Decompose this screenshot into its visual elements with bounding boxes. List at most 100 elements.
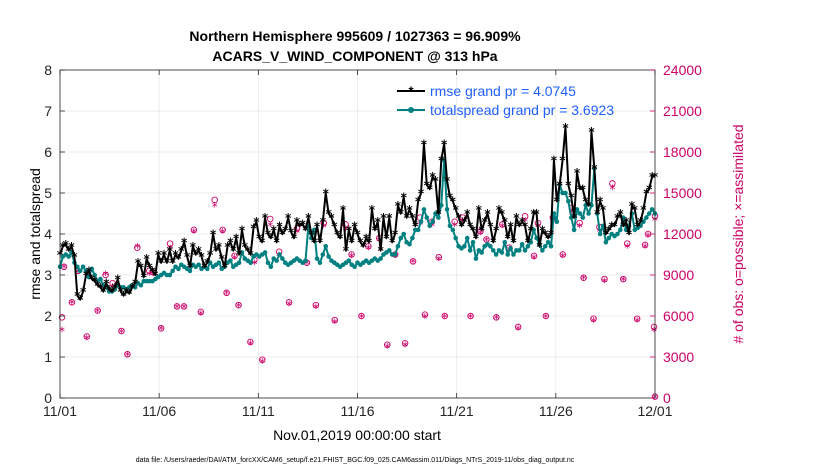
point-rmse: *: [279, 228, 286, 242]
y-left-tick-label: 7: [44, 103, 52, 119]
point-rmse: *: [349, 236, 356, 250]
chart-title-line1: Northern Hemisphere 995609 / 1027363 = 9…: [189, 28, 521, 44]
y-right-tick-label: 9000: [663, 267, 694, 283]
point-rmse: *: [545, 232, 552, 246]
point-rmse: *: [164, 256, 171, 270]
point-rmse: *: [172, 248, 179, 262]
y-left-tick-label: 1: [44, 349, 52, 365]
point-rmse: *: [297, 219, 304, 233]
x-tick-label: 11/16: [341, 403, 375, 419]
obs-assimilated-point: *: [69, 297, 75, 311]
y-right-tick-label: 3000: [663, 349, 694, 365]
obs-possible-point: [348, 251, 355, 258]
obs-assimilated-point: *: [134, 241, 140, 255]
point-rmse: *: [542, 228, 549, 242]
point-rmse: *: [464, 207, 471, 221]
point-totalspread: [615, 231, 620, 237]
chart-title-line2: ACARS_V_WIND_COMPONENT @ 313 hPa: [212, 48, 497, 64]
point-rmse: *: [89, 273, 96, 287]
point-rmse: *: [250, 221, 257, 235]
point-totalspread: [525, 244, 531, 249]
point-totalspread: [548, 244, 554, 249]
point-totalspread: [568, 215, 574, 220]
point-rmse: *: [513, 211, 520, 225]
y-right-tick-label: 18000: [663, 144, 702, 160]
point-rmse: *: [369, 203, 376, 217]
point-rmse: *: [291, 232, 298, 246]
point-rmse: *: [77, 293, 84, 307]
point-rmse: *: [435, 207, 442, 221]
point-rmse: *: [144, 252, 151, 266]
point-rmse: *: [323, 187, 330, 201]
obs-possible-point: [435, 253, 443, 261]
obs-assimilated-point: *: [560, 251, 566, 265]
obs-assimilated-point: *: [313, 301, 319, 315]
point-rmse: *: [470, 223, 477, 237]
y-right-tick-label: 0: [663, 390, 671, 406]
point-totalspread: [589, 203, 594, 208]
point-rmse: *: [106, 283, 113, 297]
point-totalspread: [542, 244, 548, 249]
x-axis-label: Nov.01,2019 00:00:00 start: [273, 427, 441, 443]
point-totalspread: [499, 250, 505, 255]
obs-assimilated-point: *: [531, 252, 537, 266]
point-rmse: *: [392, 228, 399, 242]
point-totalspread: [522, 248, 528, 253]
point-totalspread: [424, 215, 430, 220]
obs-assimilated-point: *: [483, 234, 489, 248]
point-rmse: *: [562, 121, 569, 135]
point-rmse: *: [557, 178, 564, 192]
point-totalspread: [528, 239, 534, 245]
obs-assimilated-point: *: [84, 333, 90, 347]
point-rmse: *: [187, 260, 194, 274]
obs-assimilated-point: *: [442, 311, 448, 325]
obs-possible-point: [521, 212, 529, 220]
point-rmse: *: [429, 170, 436, 184]
point-rmse: *: [574, 166, 581, 180]
point-rmse: *: [233, 232, 240, 246]
obs-assimilated-point: *: [349, 251, 355, 265]
point-rmse: *: [115, 273, 122, 287]
point-rmse: *: [476, 203, 483, 217]
point-rmse: *: [262, 211, 269, 225]
point-rmse: *: [565, 178, 572, 192]
obs-possible-point: [441, 312, 449, 320]
y-axis-right-label: # of obs: o=possible; ×=assimilated: [730, 124, 746, 343]
y-left-tick-label: 3: [44, 267, 52, 283]
point-rmse: *: [126, 287, 133, 301]
point-totalspread: [502, 239, 508, 245]
obs-assimilated-point: *: [468, 311, 474, 325]
x-tick-label: 11/21: [440, 403, 474, 419]
point-totalspread: [644, 215, 649, 220]
point-rmse: *: [620, 219, 627, 233]
y-left-tick-label: 8: [44, 62, 52, 78]
obs-possible-point: [590, 315, 597, 322]
point-rmse: *: [536, 240, 543, 254]
obs-possible-point: [223, 289, 230, 297]
point-totalspread: [80, 264, 86, 270]
point-rmse: *: [363, 232, 370, 246]
point-rmse: *: [441, 137, 448, 151]
point-totalspread: [274, 258, 279, 263]
point-totalspread: [493, 252, 499, 257]
point-rmse: *: [167, 244, 174, 258]
point-totalspread: [508, 246, 513, 251]
obs-possible-point: [342, 221, 349, 228]
obs-assimilated-point: *: [212, 200, 218, 214]
point-rmse: *: [487, 219, 494, 233]
obs-assimilated-point: *: [332, 316, 338, 330]
obs-assimilated-point: *: [343, 223, 349, 237]
point-rmse: *: [632, 203, 639, 217]
point-totalspread: [597, 231, 603, 237]
point-rmse: *: [366, 236, 373, 250]
x-tick-label: 12/01: [637, 403, 672, 419]
point-rmse: *: [135, 256, 142, 270]
point-rmse: *: [141, 271, 148, 285]
point-rmse: *: [253, 215, 260, 229]
obs-possible-point: [477, 228, 484, 235]
point-rmse: *: [294, 215, 301, 229]
point-totalspread: [540, 248, 545, 253]
point-totalspread: [216, 260, 222, 266]
point-rmse: *: [424, 178, 431, 192]
point-totalspread: [450, 227, 456, 233]
